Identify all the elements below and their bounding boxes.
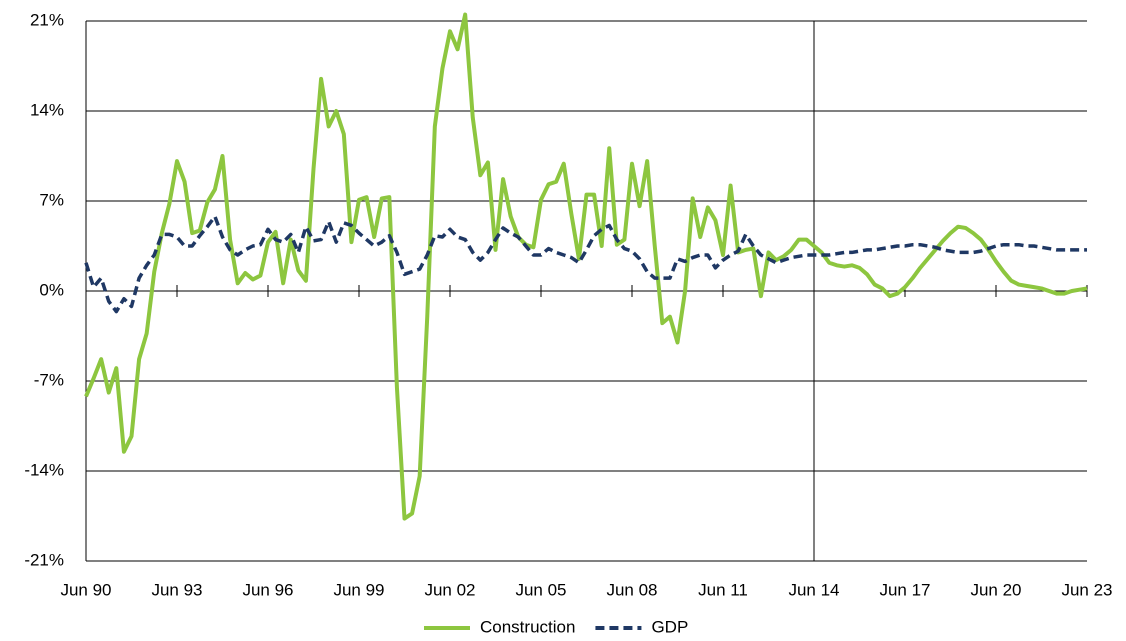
x-tick-label: Jun 02 [424,580,475,599]
series-line [84,12,1088,521]
x-tick-label: Jun 90 [60,580,111,599]
x-tick-label: Jun 96 [242,580,293,599]
x-tick-label: Jun 05 [515,580,566,599]
x-tick-label: Jun 93 [151,580,202,599]
legend-label: GDP [651,617,688,636]
x-tick-label: Jun 23 [1061,580,1112,599]
x-tick-label: Jun 20 [970,580,1021,599]
y-tick-label: 7% [39,190,64,209]
x-tick-label: Jun 14 [788,580,839,599]
series-line [84,214,1087,314]
y-tick-label: -7% [34,370,64,389]
x-tick-label: Jun 17 [879,580,930,599]
x-tick-label: Jun 08 [606,580,657,599]
y-tick-label: 14% [30,100,64,119]
legend-label: Construction [480,617,575,636]
y-tick-label: -21% [24,550,64,569]
x-tick-label: Jun 11 [698,580,748,599]
y-tick-label: 0% [39,280,64,299]
y-tick-label: 21% [30,10,64,29]
x-tick-label: Jun 99 [333,580,384,599]
y-tick-label: -14% [24,460,64,479]
